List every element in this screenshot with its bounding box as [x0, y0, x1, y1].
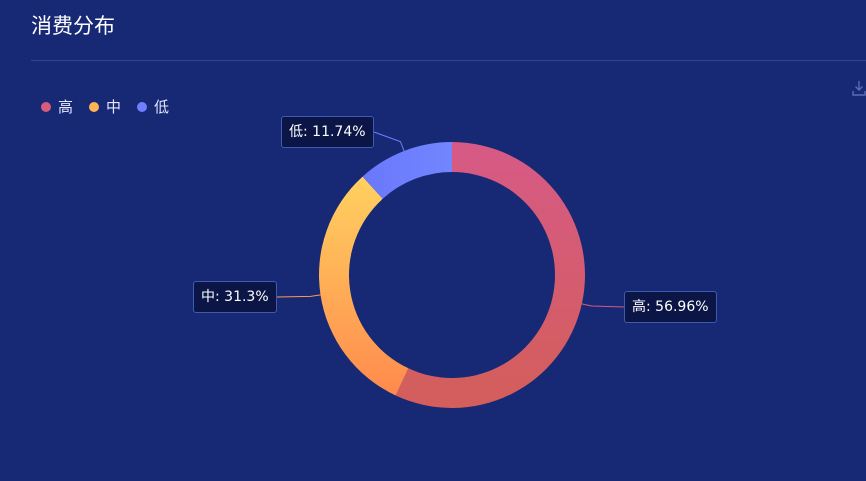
slice-high[interactable]: [395, 142, 585, 408]
slice-low[interactable]: [362, 142, 452, 199]
title-divider: [31, 60, 866, 61]
leader-line-mid: [276, 294, 321, 298]
legend-dot-low: [137, 102, 148, 112]
chart-title: 消费分布: [31, 14, 115, 38]
legend-dot-high: [41, 102, 51, 112]
legend-label-high: 高: [58, 98, 74, 116]
legend: 高 中 低: [41, 96, 169, 118]
legend-item-mid[interactable]: 中: [89, 97, 121, 117]
legend-item-high[interactable]: 高: [41, 97, 73, 117]
legend-label-mid: 中: [106, 98, 122, 116]
download-icon[interactable]: [852, 80, 866, 96]
data-label-high: 高: 56.96%: [624, 291, 717, 323]
legend-item-low[interactable]: 低: [137, 97, 169, 117]
leader-line-high: [581, 303, 625, 308]
legend-label-low: 低: [154, 98, 170, 116]
legend-dot-mid: [89, 102, 100, 112]
slice-mid[interactable]: [319, 176, 409, 396]
leader-line-low: [373, 131, 405, 152]
data-label-mid: 中: 31.3%: [193, 281, 277, 313]
data-label-low: 低: 11.74%: [281, 116, 374, 148]
